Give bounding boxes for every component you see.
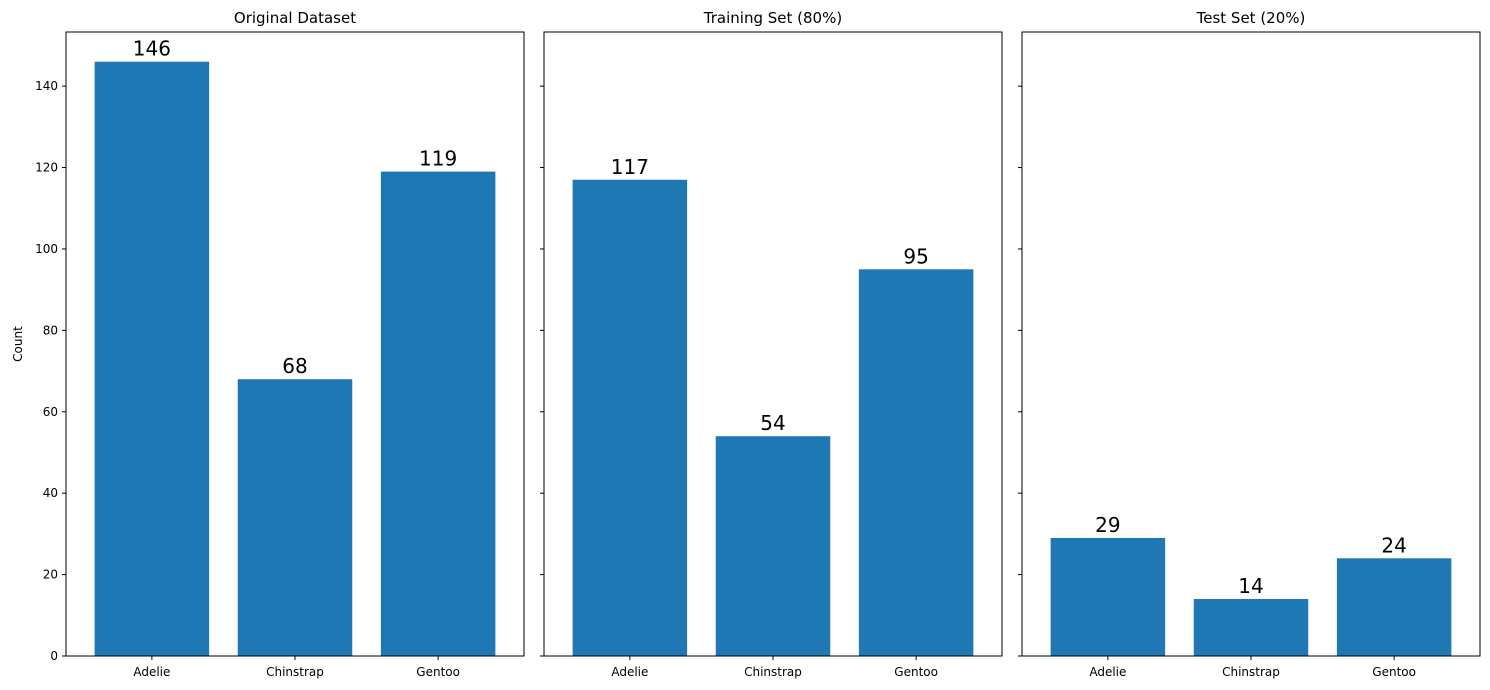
x-tick-label-adelie: Adelie bbox=[133, 665, 170, 679]
bar-adelie bbox=[572, 179, 688, 657]
value-label-gentoo: 24 bbox=[1381, 533, 1406, 557]
y-tick-label: 140 bbox=[35, 79, 58, 93]
subplot-title: Test Set (20%) bbox=[1196, 9, 1306, 27]
x-tick-label-chinstrap: Chinstrap bbox=[744, 665, 802, 679]
y-axis-label: Count bbox=[11, 326, 25, 362]
x-tick-label-gentoo: Gentoo bbox=[416, 665, 460, 679]
subplot-1: 146 68 119 Adelie Chinstrap Gentoo 0 20 40 60 80 10… bbox=[11, 9, 525, 679]
y-tick-label: 80 bbox=[43, 323, 58, 337]
y-tick-label: 100 bbox=[35, 242, 58, 256]
value-label-chinstrap: 54 bbox=[760, 411, 785, 435]
x-tick-label-gentoo: Gentoo bbox=[1372, 665, 1416, 679]
value-label-adelie: 146 bbox=[133, 37, 171, 61]
bar-chinstrap bbox=[1193, 599, 1309, 656]
value-label-adelie: 29 bbox=[1095, 513, 1120, 537]
subplot-3: 29 14 24 Adelie Chinstrap Gentoo Test Set (20%… bbox=[1018, 9, 1481, 679]
x-tick-label-chinstrap: Chinstrap bbox=[266, 665, 324, 679]
subplot-2: 117 54 95 Adelie Chinstrap Gentoo Training Set… bbox=[540, 9, 1003, 679]
y-tick-label: 120 bbox=[35, 161, 58, 175]
bar-gentoo bbox=[1336, 558, 1452, 656]
value-label-adelie: 117 bbox=[611, 155, 649, 179]
bar-chinstrap bbox=[237, 379, 353, 656]
value-label-chinstrap: 14 bbox=[1238, 574, 1263, 598]
bar-chinstrap bbox=[715, 436, 831, 656]
x-tick-label-chinstrap: Chinstrap bbox=[1222, 665, 1280, 679]
x-tick-label-adelie: Adelie bbox=[611, 665, 648, 679]
y-tick-label: 40 bbox=[43, 486, 58, 500]
value-label-chinstrap: 68 bbox=[282, 354, 307, 378]
bar-adelie bbox=[1050, 537, 1166, 656]
bar-adelie bbox=[94, 61, 210, 656]
value-label-gentoo: 119 bbox=[419, 147, 457, 171]
y-tick-label: 0 bbox=[50, 649, 58, 663]
subplot-title: Training Set (80%) bbox=[703, 9, 842, 27]
bar-gentoo bbox=[380, 171, 496, 656]
x-tick-label-gentoo: Gentoo bbox=[894, 665, 938, 679]
y-tick-label: 20 bbox=[43, 568, 58, 582]
subplot-title: Original Dataset bbox=[234, 9, 356, 27]
x-tick-label-adelie: Adelie bbox=[1089, 665, 1126, 679]
value-label-gentoo: 95 bbox=[903, 244, 928, 268]
bar-gentoo bbox=[858, 269, 974, 656]
y-tick-label: 60 bbox=[43, 405, 58, 419]
